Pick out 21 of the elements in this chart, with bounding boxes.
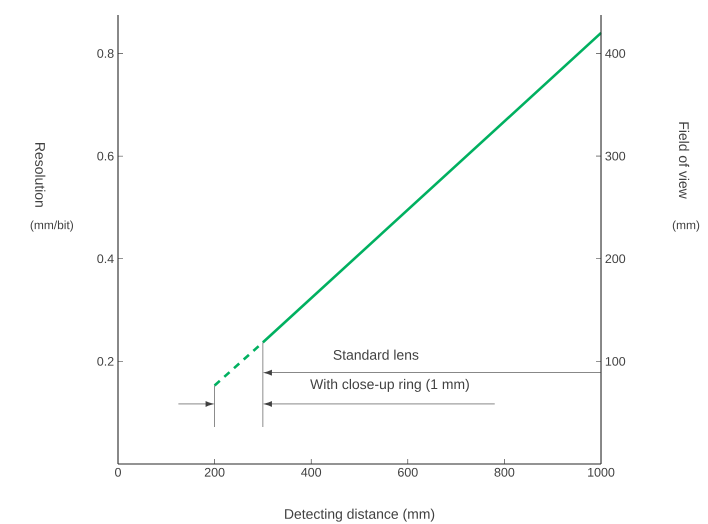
x-tick-label: 1000 <box>588 468 614 477</box>
x-axis-title: Detecting distance (mm) <box>285 508 434 522</box>
x-tick-label: 800 <box>494 468 514 477</box>
y-tick-label: 0.8 <box>97 49 114 58</box>
x-tick-label: 200 <box>204 468 224 477</box>
y-tick-label: 0.4 <box>97 254 114 264</box>
y-axis-title: Resolution <box>35 143 46 207</box>
x-tick-label: 0 <box>115 468 121 477</box>
x-tick-label: 600 <box>398 468 418 477</box>
annotation: Standard lens <box>334 350 418 360</box>
text: (mm) <box>672 220 700 232</box>
y2-tick-label: 400 <box>605 49 626 58</box>
y2-tick-label: 100 <box>606 356 626 366</box>
y-tick-label: 0.2 <box>97 356 114 366</box>
annotation: With close-up ring (1 mm) <box>310 378 469 392</box>
y2-axis-title: Field of view <box>678 122 690 199</box>
y2-tick-label: 300 <box>605 152 626 161</box>
x-tick-label: 400 <box>301 468 322 477</box>
y-tick-label: 0.6 <box>97 152 114 161</box>
text: (mm/bit) <box>30 220 73 232</box>
y2-tick-label: 200 <box>606 254 626 264</box>
